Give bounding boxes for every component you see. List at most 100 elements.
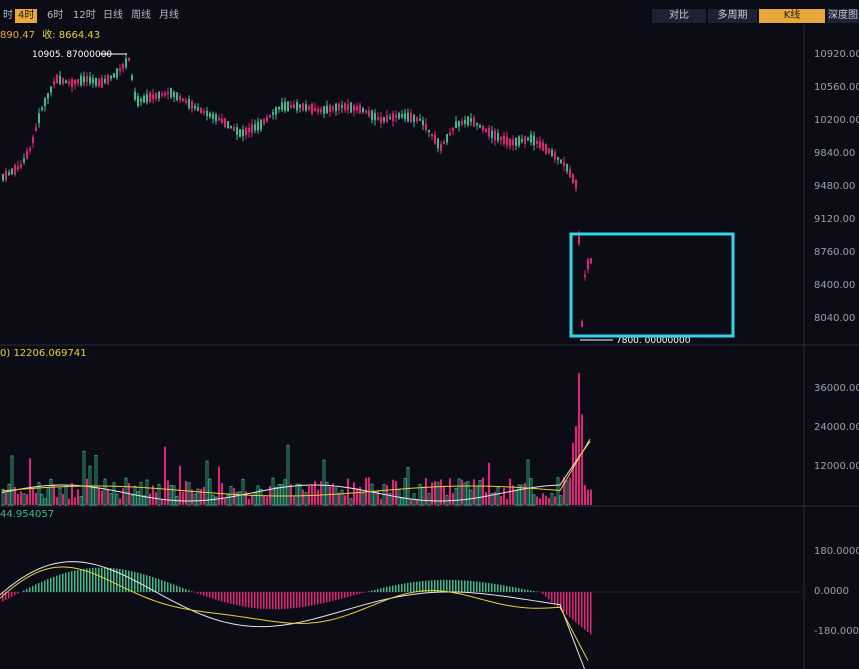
macd-bar (374, 589, 376, 592)
volume-bar (37, 482, 41, 506)
candle-body (404, 113, 406, 120)
macd-bar (506, 585, 508, 592)
timeframe-tab[interactable]: 4时 (15, 9, 38, 23)
macd-bar (548, 592, 550, 600)
candle-body (167, 92, 169, 95)
macd-bar (581, 592, 583, 628)
volume-bar (49, 478, 53, 506)
view-mode-tab[interactable]: 多周期 (708, 9, 757, 23)
volume-bar (554, 496, 556, 505)
volume-bar (302, 489, 304, 505)
candle-body (236, 127, 238, 135)
candle-body (341, 105, 343, 108)
volume-bar (377, 491, 379, 505)
volume-bar (200, 489, 202, 505)
candle-body (74, 79, 76, 85)
candle-body (515, 137, 517, 146)
macd-bar (368, 591, 370, 592)
view-mode-tab[interactable]: 深度图 (827, 9, 859, 23)
macd-bar (398, 584, 400, 592)
volume-bar (361, 492, 365, 506)
price-info-close: 收: 8664.43 (42, 30, 101, 41)
candle-body (206, 110, 208, 117)
volume-bar (46, 488, 50, 506)
volume-bar (443, 486, 445, 505)
candle-body (560, 159, 562, 163)
volume-bar (347, 478, 349, 505)
candle-body (458, 120, 460, 127)
volume-bar (98, 487, 100, 505)
candle-body (182, 98, 184, 102)
candle-body (569, 169, 571, 178)
candle-body (452, 127, 454, 131)
timeframe-tab[interactable]: 时 (3, 10, 13, 21)
macd-bar (407, 582, 409, 592)
candle-body (344, 103, 346, 111)
y-axis-tick: 8400.00 (814, 280, 856, 291)
macd-bar (461, 580, 463, 592)
y-axis-tick: 10560.00 (814, 82, 859, 93)
candle-body (239, 129, 241, 137)
volume-bar (295, 483, 299, 506)
timeframe-tab[interactable]: 月线 (159, 10, 179, 21)
volume-bar (529, 478, 533, 506)
macd-bar (491, 583, 493, 592)
timeframe-tab[interactable]: 6时 (47, 10, 64, 21)
volume-bar (109, 493, 113, 506)
candle-body (134, 91, 136, 100)
candle-body (575, 179, 577, 189)
volume-bar (349, 498, 353, 506)
timeframe-tab[interactable]: 周线 (131, 10, 151, 21)
macd-bar (443, 579, 445, 592)
macd-bar (83, 568, 85, 592)
volume-bar (164, 446, 166, 505)
macd-bar (65, 572, 67, 592)
candle-body (86, 76, 88, 83)
candle-body (332, 106, 334, 110)
volume-bar (373, 490, 377, 506)
macd-bar (587, 592, 589, 633)
macd-bar (14, 592, 16, 596)
candle-body (548, 148, 550, 154)
volume-bar (338, 492, 340, 505)
volume-bar (403, 478, 407, 506)
candle-body (533, 135, 535, 146)
candle-body (563, 161, 565, 167)
volume-bar (569, 477, 571, 505)
candle-body (92, 78, 94, 84)
volume-bar (214, 496, 218, 506)
candle-body (320, 109, 322, 113)
volume-bar (410, 498, 412, 505)
volume-bar (545, 495, 547, 505)
volume-bar (434, 481, 436, 505)
candle-body (335, 103, 337, 112)
macd-bar (551, 592, 553, 602)
volume-bar (485, 492, 487, 505)
macd-dif-line (0, 561, 586, 669)
candle-body (392, 113, 394, 122)
candle-body (464, 119, 466, 124)
candle-body (155, 93, 157, 99)
volume-bar (35, 493, 37, 505)
volume-bar (145, 479, 149, 506)
macd-bar (167, 582, 169, 592)
candle-body (284, 101, 286, 111)
macd-bar (62, 573, 64, 592)
volume-bar (229, 486, 233, 506)
macd-bar (404, 583, 406, 592)
candle-body (506, 136, 508, 146)
view-mode-tab[interactable]: K线 (759, 9, 825, 23)
candle-body (227, 121, 229, 129)
macd-bar (59, 574, 61, 592)
macd-bar (422, 580, 424, 592)
view-mode-tab[interactable]: 对比 (652, 9, 706, 23)
candle-body (110, 75, 112, 79)
macd-bar (74, 570, 76, 592)
timeframe-tab[interactable]: 12时 (73, 10, 96, 21)
candle-body (509, 139, 511, 146)
candle-body (50, 86, 52, 93)
timeframe-tab[interactable]: 日线 (103, 10, 123, 21)
candle-body (59, 75, 61, 85)
macd-bar (455, 579, 457, 592)
